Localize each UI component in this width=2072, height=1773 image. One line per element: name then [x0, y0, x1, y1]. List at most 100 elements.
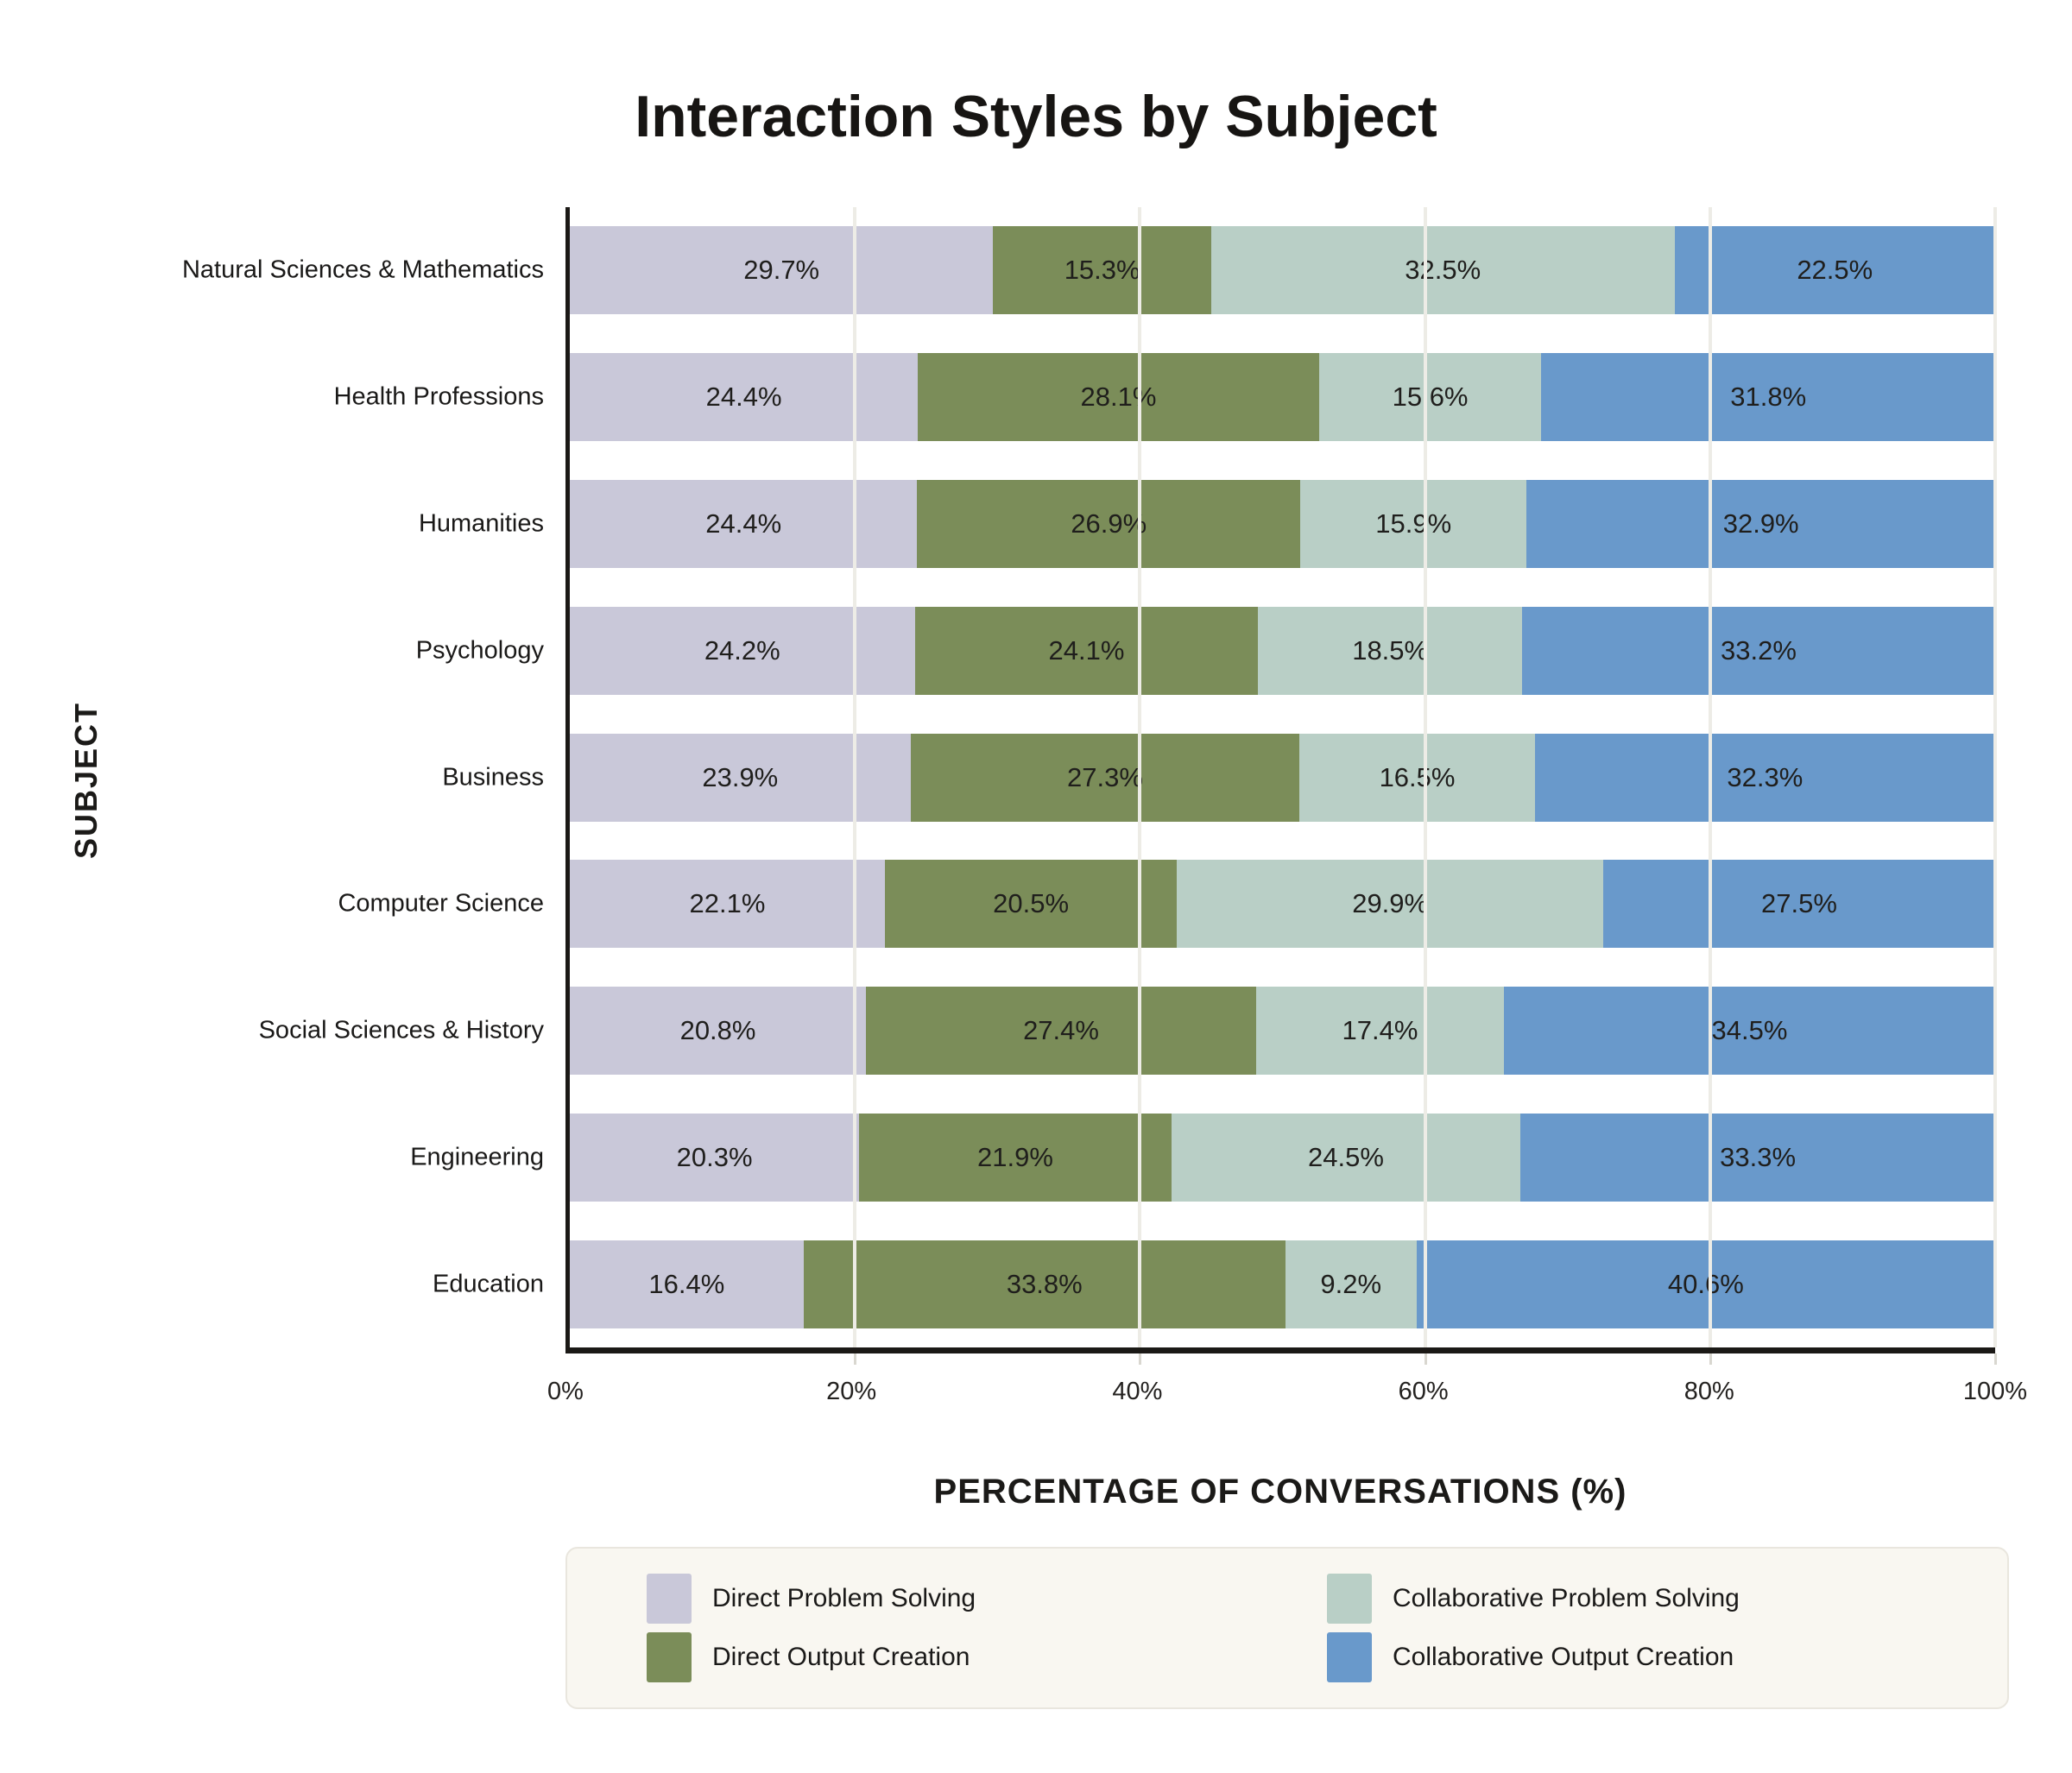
category-label: Humanities: [418, 509, 544, 538]
legend-item: Direct Problem Solving: [647, 1574, 1327, 1624]
category-label: Education: [433, 1270, 544, 1298]
bar-segment: 22.5%: [1674, 226, 1995, 315]
category-label: Social Sciences & History: [258, 1016, 544, 1044]
bar-segment: 15.3%: [993, 226, 1211, 315]
segment-value-label: 26.9%: [1071, 508, 1147, 539]
bar-segment: 15.9%: [1300, 479, 1527, 568]
stacked-bar: 23.9% 27.3% 16.5% 32.3%: [570, 733, 1995, 822]
legend-swatch: [647, 1574, 692, 1624]
y-axis-title: SUBJECT: [68, 701, 104, 860]
x-tick-mark: [854, 1353, 857, 1365]
segment-value-label: 29.9%: [1352, 888, 1429, 919]
bar-row: Health Professions 24.4% 28.1% 15.6% 31.8%: [334, 334, 1995, 461]
segment-value-label: 15.6%: [1392, 382, 1469, 413]
bar-row: Social Sciences & History 20.8% 27.4% 17.4%…: [259, 968, 1995, 1095]
segment-value-label: 22.1%: [689, 888, 766, 919]
x-tick-label: 0%: [547, 1378, 584, 1405]
bar-segment: 32.9%: [1526, 479, 1995, 568]
segment-value-label: 27.5%: [1761, 888, 1837, 919]
segment-value-label: 22.5%: [1797, 255, 1873, 286]
bar-segment: 32.5%: [1210, 226, 1675, 315]
segment-value-label: 31.8%: [1730, 382, 1807, 413]
segment-value-label: 16.4%: [648, 1268, 725, 1299]
x-axis-ticks: 0% 20% 40% 60% 80% 100%: [547, 1378, 2027, 1412]
x-tick-mark: [1424, 1353, 1427, 1365]
segment-value-label: 24.4%: [705, 382, 782, 413]
bar-row: Business 23.9% 27.3% 16.5% 32.3%: [442, 714, 1995, 841]
legend-item: Direct Output Creation: [647, 1632, 1327, 1682]
vertical-gridline: [1423, 207, 1427, 1347]
bar-segment: 23.9%: [570, 733, 911, 822]
legend-swatch: [647, 1632, 692, 1682]
bar-segment: 33.3%: [1520, 1113, 1995, 1202]
segment-value-label: 28.1%: [1080, 382, 1157, 413]
stacked-bar: 24.2% 24.1% 18.5% 33.2%: [570, 606, 1995, 695]
segment-value-label: 24.2%: [704, 634, 780, 666]
bar-segment: 31.8%: [1541, 353, 1995, 442]
segment-value-label: 24.1%: [1048, 634, 1125, 666]
x-axis-title: PERCENTAGE OF CONVERSATIONS (%): [933, 1473, 1627, 1511]
bar-segment: 24.2%: [570, 606, 915, 695]
bar-segment: 20.5%: [884, 860, 1178, 949]
bar-segment: 29.9%: [1177, 860, 1603, 949]
segment-value-label: 33.3%: [1720, 1141, 1797, 1172]
segment-value-label: 16.5%: [1379, 761, 1456, 792]
x-tick-label: 60%: [1398, 1378, 1449, 1405]
category-label: Natural Sciences & Mathematics: [181, 256, 544, 284]
segment-value-label: 32.9%: [1722, 508, 1799, 539]
vertical-gridline: [1138, 207, 1142, 1347]
bar-segment: 20.8%: [570, 987, 867, 1076]
x-tick-label: 100%: [1962, 1378, 2028, 1405]
legend-label: Direct Problem Solving: [712, 1584, 976, 1612]
stacked-bar: 20.3% 21.9% 24.5% 33.3%: [570, 1113, 1995, 1202]
bar-row: Natural Sciences & Mathematics 29.7% 15.3%…: [182, 207, 1995, 334]
segment-value-label: 17.4%: [1342, 1015, 1418, 1046]
segment-value-label: 29.7%: [743, 255, 820, 286]
stacked-bar: 24.4% 28.1% 15.6% 31.8%: [570, 353, 1995, 442]
bar-row: Computer Science 22.1% 20.5% 29.9% 27.5%: [338, 841, 1995, 968]
bar-segment: 27.3%: [910, 733, 1300, 822]
segment-value-label: 20.8%: [679, 1015, 756, 1046]
bar-segment: 16.5%: [1299, 733, 1535, 822]
bar-segment: 24.4%: [570, 479, 918, 568]
bar-segment: 24.4%: [570, 353, 919, 442]
bar-segment: 27.4%: [866, 987, 1256, 1076]
bar-segment: 24.1%: [914, 606, 1259, 695]
segment-value-label: 21.9%: [976, 1141, 1053, 1172]
category-label: Health Professions: [333, 382, 544, 411]
x-tick-label: 40%: [1112, 1378, 1163, 1405]
bar-segment: 18.5%: [1258, 606, 1522, 695]
segment-value-label: 33.8%: [1006, 1268, 1083, 1299]
bar-segment: 17.4%: [1255, 987, 1504, 1076]
vertical-gridline: [1708, 207, 1712, 1347]
segment-value-label: 9.2%: [1320, 1268, 1382, 1299]
bar-segment: 33.2%: [1521, 606, 1995, 695]
segment-value-label: 40.6%: [1667, 1268, 1744, 1299]
legend-swatch: [1327, 1632, 1372, 1682]
x-tick-label: 80%: [1684, 1378, 1734, 1405]
chart-legend: Direct Problem Solving Direct Output Crea…: [565, 1547, 2009, 1709]
bar-segment: 33.8%: [803, 1240, 1286, 1328]
bar-segment: 28.1%: [918, 353, 1319, 442]
category-label: Business: [442, 763, 544, 792]
segment-value-label: 15.9%: [1375, 508, 1452, 539]
legend-item: Collaborative Problem Solving: [1327, 1574, 2007, 1624]
bar-segment: 27.5%: [1602, 860, 1995, 949]
stacked-bar: 16.4% 33.8% 9.2% 40.6%: [570, 1240, 1995, 1328]
plot-area: Natural Sciences & Mathematics 29.7% 15.3%…: [182, 207, 1997, 1365]
bar-segment: 26.9%: [917, 479, 1301, 568]
legend-label: Collaborative Problem Solving: [1393, 1584, 1740, 1612]
segment-value-label: 23.9%: [702, 761, 779, 792]
stacked-bar: 22.1% 20.5% 29.9% 27.5%: [570, 860, 1995, 949]
bar-segment: 15.6%: [1318, 353, 1542, 442]
vertical-gridline: [1993, 207, 1997, 1347]
x-tick-label: 20%: [826, 1378, 877, 1405]
bar-segment: 21.9%: [859, 1113, 1172, 1202]
bar-segment: 24.5%: [1171, 1113, 1521, 1202]
bar-segment: 29.7%: [570, 226, 994, 315]
x-tick-mark: [1709, 1353, 1712, 1365]
bar-segment: 34.5%: [1503, 987, 1995, 1076]
legend-label: Direct Output Creation: [712, 1643, 970, 1671]
segment-value-label: 24.5%: [1308, 1141, 1384, 1172]
